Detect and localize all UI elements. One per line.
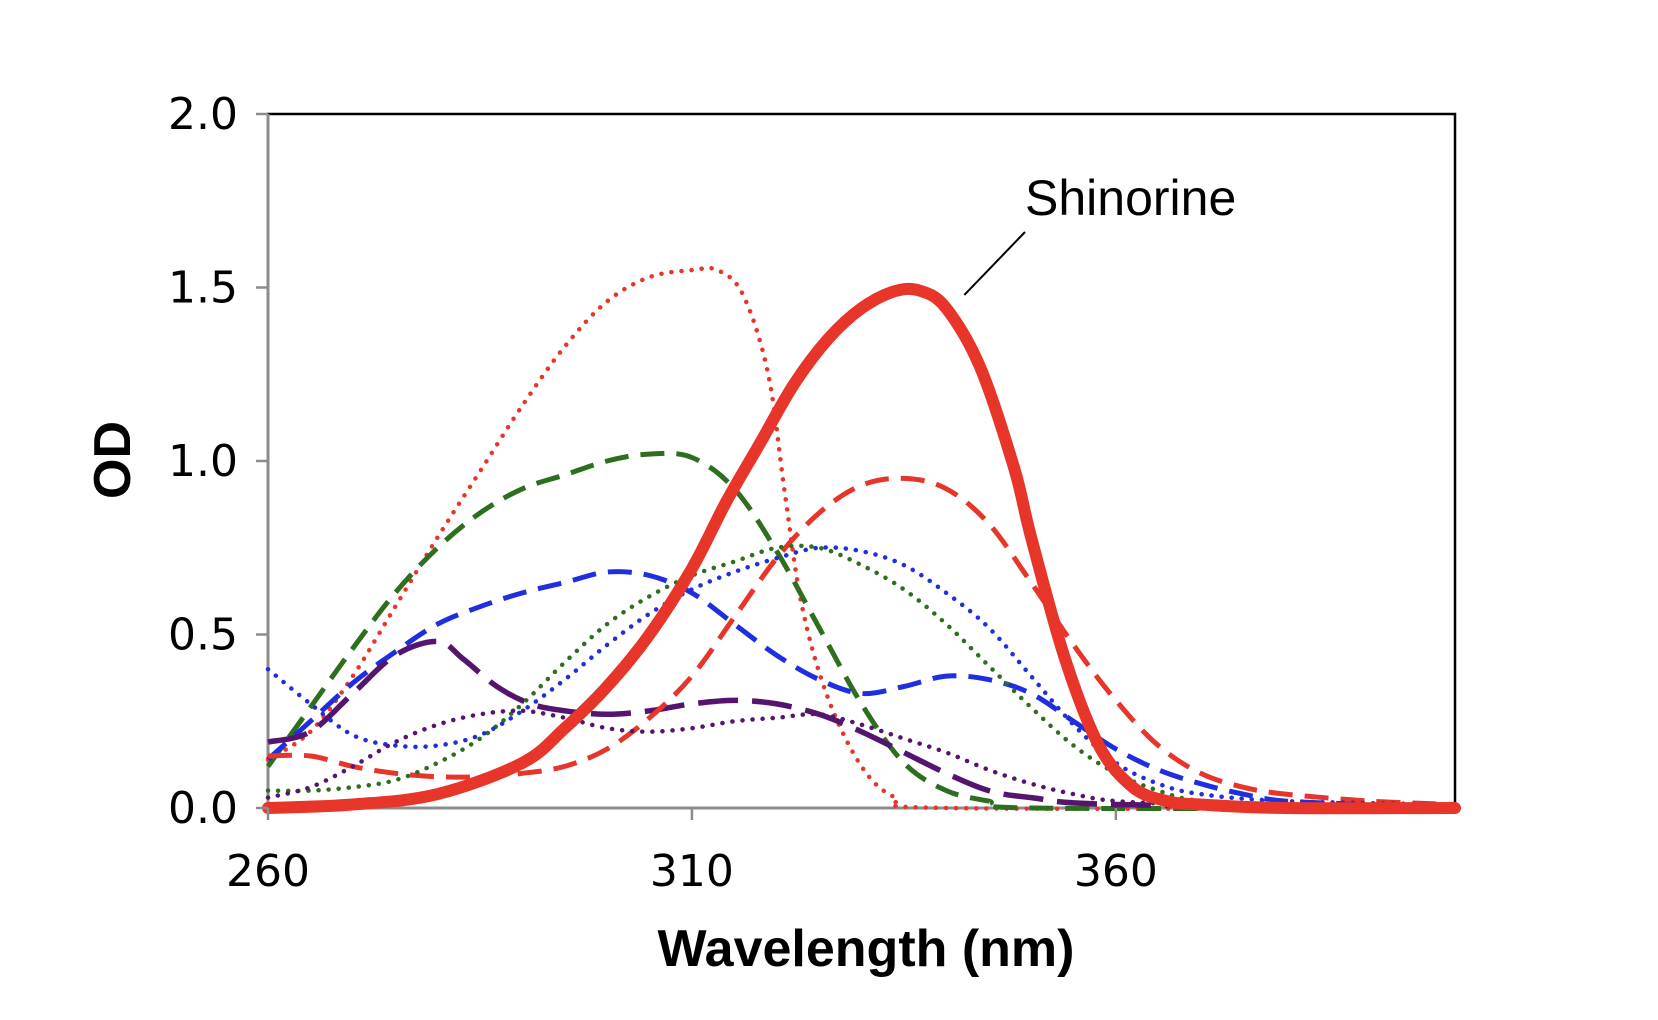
y-tick-label: 0.0 [168,783,238,834]
y-tick-label: 1.0 [168,436,238,487]
x-axis-title: Wavelength (nm) [658,920,1075,978]
y-tick-label: 0.5 [168,610,238,661]
x-tick-label: 310 [650,846,734,897]
y-axis-title: OD [84,421,142,499]
series-line-shinorine [262,282,1461,815]
x-tick-label: 360 [1074,846,1158,897]
series-line-3 [265,450,1456,812]
y-tick-label: 2.0 [168,89,238,140]
annotation-shinorine: Shinorine [1025,170,1236,226]
x-tick-label: 260 [226,846,310,897]
series-line-7 [265,543,1458,811]
plot-area-frame [266,112,1457,810]
series-line-5 [267,638,1456,811]
series-line-8 [265,545,1458,807]
y-tick-label: 1.5 [168,263,238,314]
series-line-4 [266,569,1456,811]
series-line-6 [267,475,1456,807]
annotation-leader-line [963,231,1026,296]
